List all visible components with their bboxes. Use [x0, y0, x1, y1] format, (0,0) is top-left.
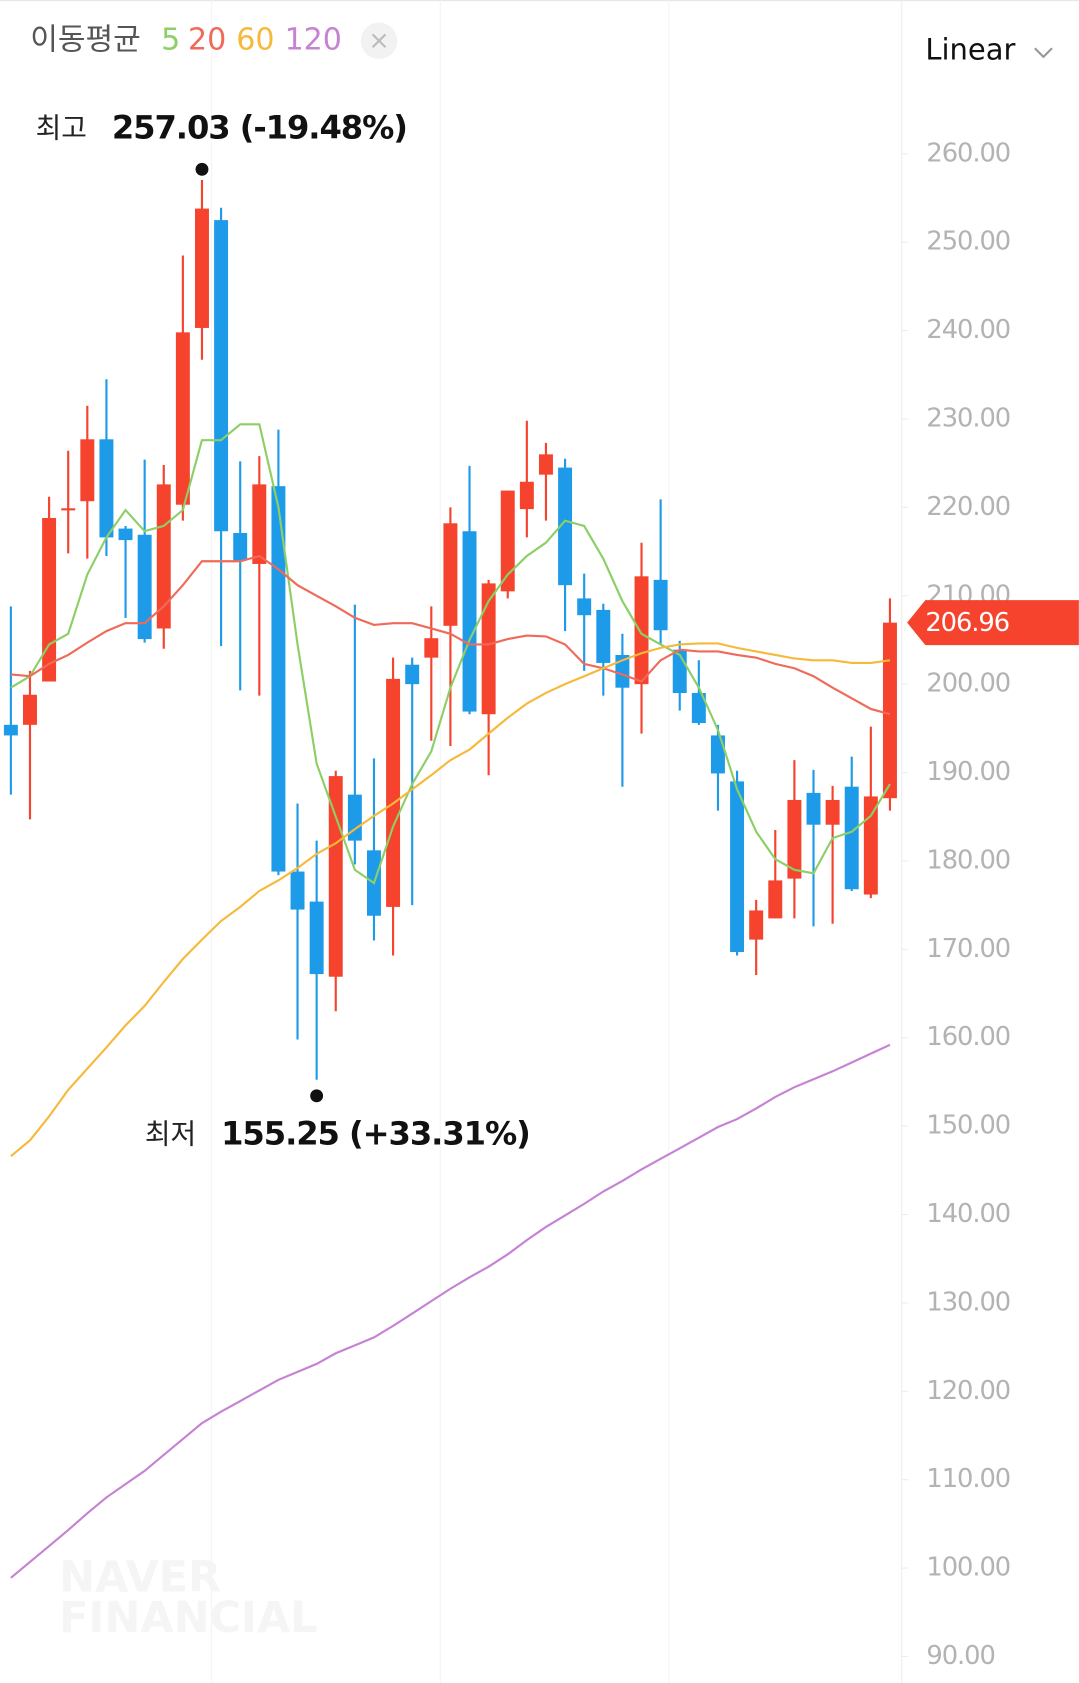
candle-body [500, 490, 515, 592]
candle-body [233, 533, 248, 561]
y-tick-label: 190.00 [926, 757, 1010, 787]
candle-body [214, 220, 229, 532]
candle-body [118, 528, 133, 541]
candle-body [195, 208, 209, 328]
y-tick-label: 110.00 [926, 1464, 1010, 1494]
candle-body [175, 332, 190, 505]
candle-body [519, 481, 534, 510]
candle-body [80, 439, 95, 502]
y-tick-label: 170.00 [926, 934, 1010, 964]
extreme-marker [310, 1089, 324, 1103]
candle-body [99, 439, 114, 538]
candle-body [558, 467, 573, 586]
candle-body [863, 796, 878, 895]
y-tick-label: 250.00 [926, 227, 1010, 257]
moving-average-line [10, 642, 891, 1158]
watermark: FINANCIAL [59, 1593, 317, 1643]
candle-body [462, 531, 477, 712]
candle-body [137, 534, 152, 640]
candle-body [309, 901, 324, 975]
price-tag [907, 600, 1079, 646]
candle-body [653, 579, 668, 631]
y-tick-label: 200.00 [926, 669, 1010, 699]
candle-body [615, 654, 630, 688]
candle-body [538, 454, 553, 475]
candle-body [596, 609, 611, 663]
y-tick-label: 220.00 [926, 492, 1010, 522]
candle-body [3, 724, 18, 736]
annotation-label: 최저 [145, 1118, 196, 1151]
y-tick-label: 100.00 [926, 1553, 1010, 1583]
candle-body [405, 664, 420, 685]
moving-average-line [10, 1043, 891, 1579]
candle-body [156, 484, 171, 629]
candle-body [290, 871, 305, 910]
y-tick-label: 230.00 [926, 403, 1010, 433]
legend-entry: 60 [236, 22, 274, 57]
y-tick-label: 180.00 [926, 845, 1010, 875]
y-tick-label: 240.00 [926, 315, 1010, 345]
y-tick-label: 120.00 [926, 1376, 1010, 1406]
candle-body [42, 517, 57, 682]
candle-body [481, 583, 496, 715]
candle-body [252, 484, 267, 564]
y-tick-label: 150.00 [926, 1111, 1010, 1141]
y-tick-label: 130.00 [926, 1287, 1010, 1317]
plot [3, 180, 897, 1579]
candle-body [424, 638, 439, 658]
annotation-value: 155.25 (+33.31%) [221, 1115, 530, 1153]
dropdown-chevron[interactable] [1034, 47, 1053, 59]
candle-body [347, 794, 362, 841]
candle-body [386, 678, 401, 907]
legend-entry: 5 [161, 22, 180, 57]
moving-average-line [10, 423, 891, 885]
moving-average-line [10, 554, 891, 716]
close-icon[interactable] [371, 33, 387, 48]
y-tick-label: 140.00 [926, 1199, 1010, 1229]
y-tick-label: 260.00 [926, 138, 1010, 168]
candle-body [23, 694, 37, 725]
price-tag-label: 206.96 [925, 608, 1009, 638]
legend-title: 이동평균 [30, 22, 141, 57]
y-tick-label: 160.00 [926, 1022, 1010, 1052]
candle-body [691, 693, 706, 724]
candle-body [710, 735, 725, 774]
candle-body [787, 799, 802, 879]
candle-body [271, 486, 286, 872]
candle-body [749, 910, 764, 940]
candle-body [806, 792, 821, 825]
candle-body [825, 799, 840, 825]
candle-body [882, 622, 897, 799]
legend-entry: 120 [285, 22, 342, 57]
y-tick-label: 90.00 [926, 1641, 994, 1671]
candle-body [577, 598, 592, 616]
candle-body [634, 576, 649, 685]
candle-body [844, 786, 859, 890]
candle-body [768, 880, 783, 919]
legend-entry: 20 [188, 22, 226, 57]
candle-body [730, 781, 745, 952]
scale-mode[interactable]: Linear [925, 33, 1015, 67]
annotation-label: 최고 [36, 112, 87, 145]
close-button[interactable] [360, 22, 398, 60]
watermark: NAVER [59, 1552, 221, 1602]
candle-body [443, 523, 458, 626]
annotation-value: 257.03 (-19.48%) [112, 109, 407, 147]
scale-selector[interactable]: Linear [925, 33, 1053, 67]
extreme-marker [195, 162, 209, 176]
candle-body [61, 508, 76, 511]
